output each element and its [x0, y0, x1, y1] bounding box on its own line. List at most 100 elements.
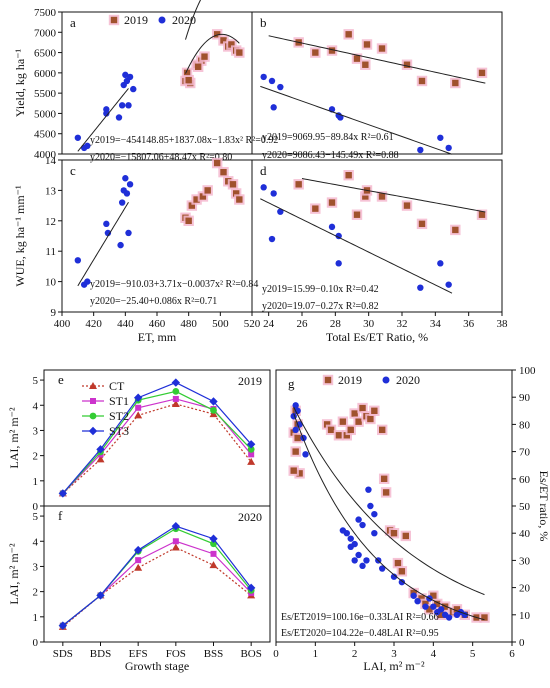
- c-pt-2019-3: [193, 196, 200, 203]
- c-xtick-label-3: 460: [149, 318, 166, 330]
- c-pt-2020-11: [126, 181, 134, 188]
- c-xtick-label-2: 440: [117, 318, 134, 330]
- b-pt-2019-2: [328, 47, 336, 54]
- e-legend-marker-ct: [89, 382, 97, 389]
- g-pt-2020-25: [430, 603, 437, 610]
- a-fit-2019: [185, 33, 240, 74]
- g-legend-marker-2020: [382, 376, 390, 384]
- g-eq-2019: Es/ET2019=100.16e−0.33LAI R²=0.66: [281, 612, 439, 623]
- c-xtick-label-0: 400: [54, 318, 71, 330]
- d-pt-2019-8: [403, 202, 411, 209]
- g-ytick-label-3: 30: [519, 555, 531, 567]
- a-legend-label-2020: 2020: [172, 13, 196, 27]
- g-xtick-label-5: 5: [470, 648, 476, 660]
- a-pt-2020-10: [125, 102, 132, 109]
- g-pt-2019-5: [290, 467, 297, 474]
- g-ytick-label-7: 70: [519, 447, 531, 459]
- a-pt-2020-11: [126, 73, 134, 81]
- g-pt-2020-6: [302, 451, 309, 458]
- g-pt-2020-19: [390, 573, 398, 580]
- d-pt-2019-7: [378, 193, 386, 200]
- e-st1-pt-2: [135, 404, 142, 411]
- g-eq-2020: Es/ET2020=104.22e−0.48LAI R²=0.95: [281, 628, 439, 639]
- g-pt-2020-23: [422, 603, 429, 610]
- f-ct-pt-2: [134, 563, 143, 571]
- f-xlabel: Growth stage: [125, 659, 189, 673]
- d-pt-2020-9: [445, 281, 452, 288]
- c-xtick-label-1: 420: [85, 318, 102, 330]
- b-pt-2019-3: [345, 31, 352, 38]
- e-legend-marker-st2: [89, 412, 97, 420]
- e-line-st1: [62, 398, 252, 494]
- f-year-label: 2020: [238, 510, 262, 524]
- e-legend-marker-st3: [88, 426, 98, 436]
- a-legend-label-2019: 2019: [124, 13, 148, 27]
- e-st3-pt-2: [133, 393, 143, 402]
- c-ytick-label-4: 13: [45, 185, 57, 197]
- c-xtick-label-6: 520: [244, 318, 261, 330]
- a-pt-2019-9: [228, 41, 235, 48]
- c-pt-2019-1: [185, 217, 192, 224]
- f-ytick-label-0: 0: [33, 637, 39, 649]
- g-pt-2019-25: [398, 568, 406, 575]
- a-pt-2020-12: [130, 85, 137, 93]
- g-pt-2019-19: [379, 426, 386, 434]
- a-pt-2020-5: [115, 114, 123, 121]
- g-ytick-label-9: 90: [519, 392, 531, 404]
- e-st3-pt-3: [171, 378, 181, 387]
- g-pt-2019-4: [296, 470, 303, 477]
- a-eq-2019: y2019=−454148.85+1837.08x−1.83x² R²=0.92: [90, 135, 278, 146]
- g-ytick-label-4: 40: [519, 528, 531, 540]
- e-legend-label-ct: CT: [109, 379, 125, 393]
- f-xtick-label-1: BDS: [90, 648, 111, 660]
- b-pt-2019-5: [362, 61, 369, 68]
- c-eq-2020: y2020=−25.40+0.086x R²=0.71: [90, 296, 217, 307]
- g-pt-2019-34: [441, 603, 449, 610]
- d-pt-2020-8: [437, 260, 444, 267]
- a-pt-2019-13: [194, 63, 202, 70]
- g-fit-2020: [293, 413, 485, 621]
- f-ylabel: LAI, m² m⁻²: [7, 543, 21, 605]
- g-pt-2019-15: [359, 404, 366, 412]
- c-pt-2019-11: [236, 196, 243, 203]
- g-pt-2019-32: [434, 600, 441, 608]
- panel-b: b y2019=9069.95−89.84x R²=0.61 y2020=9086.…: [251, 11, 503, 161]
- g-xtick-label-0: 0: [273, 648, 279, 660]
- g-xtick-label-2: 2: [352, 648, 358, 660]
- d-pt-2020-2: [268, 235, 276, 243]
- d-pt-2020-0: [260, 184, 267, 191]
- panel-d-frame: [251, 159, 503, 313]
- d-xtick-label-3: 30: [363, 318, 375, 330]
- a-ytick-label-6: 7000: [34, 27, 57, 39]
- a-legend: 2019 2020: [108, 13, 196, 27]
- e-legend-marker-st1: [90, 398, 96, 404]
- g-pt-2020-37: [351, 557, 358, 564]
- e-ylabel: LAI, m² m⁻²: [7, 407, 21, 469]
- d-pt-2020-3: [277, 208, 284, 215]
- b-fit-2019: [268, 35, 486, 84]
- f-st1-pt-3: [172, 538, 179, 545]
- g-pt-2019-36: [453, 606, 461, 613]
- c-xlabel: ET, mm: [138, 330, 177, 344]
- g-pt-2019-18: [371, 407, 378, 414]
- e-ct-pt-1: [96, 455, 105, 463]
- d-pt-2019-1: [312, 205, 319, 212]
- panel-a-frame: [61, 11, 253, 155]
- e-ytick-label-2: 2: [33, 451, 39, 463]
- g-ylabel: Es/ET ratio, %: [537, 471, 550, 542]
- d-eq-2019: y2019=15.99−0.10x R²=0.42: [262, 284, 379, 295]
- f-ct-pt-4: [209, 561, 218, 569]
- f-ytick-label-2: 2: [33, 587, 39, 599]
- d-panel-label: d: [260, 163, 267, 178]
- b-pt-2019-6: [363, 41, 371, 48]
- g-pt-2019-17: [367, 415, 374, 423]
- e-ct-pt-3: [171, 400, 180, 407]
- panel-c: c 9 10 11 12 13 14 400 420 440 460 480 500 520 WUE, kg…: [13, 0, 261, 344]
- panel-b-frame: [251, 11, 503, 155]
- c-ytick-label-0: 9: [51, 307, 57, 319]
- f-st1-pt-4: [210, 550, 217, 557]
- f-line-st2: [62, 528, 252, 627]
- a-pt-2020-0: [74, 134, 82, 141]
- d-eq-2020: y2020=19.07−0.27x R²=0.82: [262, 301, 379, 312]
- panel-g: 0 10 20 30 40 50 60 70 80 90 100 0 1 2 3 4 5 6 LAI, m² m⁻²…: [273, 365, 550, 673]
